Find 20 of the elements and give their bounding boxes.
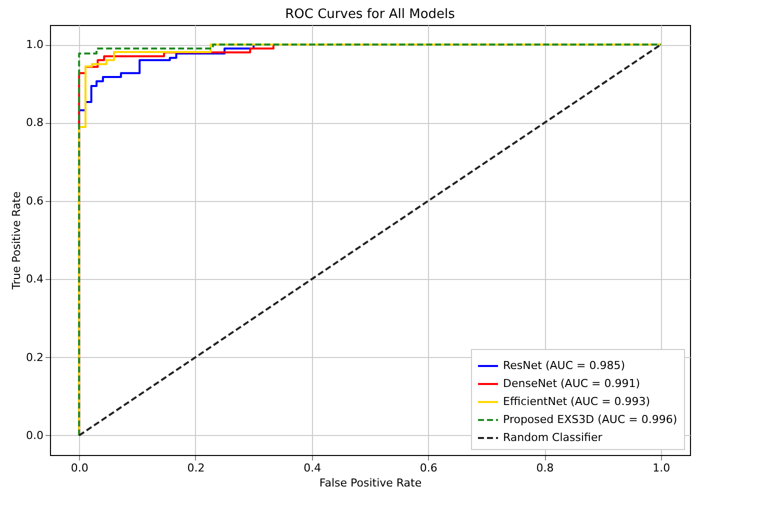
y-tick-label: 0.6 (26, 194, 44, 208)
legend-label: EfficientNet (AUC = 0.993) (503, 395, 650, 408)
x-tick-label: 0.0 (70, 462, 88, 474)
x-tick-label: 0.2 (187, 462, 205, 474)
y-axis-title: True Positive Rate (10, 191, 24, 290)
x-tick-label: 0.4 (304, 462, 322, 474)
legend-label: DenseNet (AUC = 0.991) (503, 377, 640, 390)
x-tick-label: 1.0 (652, 462, 670, 474)
legend-label: Random Classifier (503, 431, 603, 444)
y-tick-label: 0.0 (26, 428, 44, 442)
legend-label: ResNet (AUC = 0.985) (503, 359, 625, 372)
y-tick-label: 0.2 (26, 350, 44, 364)
y-tick-label: 0.4 (26, 272, 44, 286)
y-tick-label: 0.8 (26, 116, 44, 130)
y-tick-label: 1.0 (26, 38, 44, 52)
chart-title: ROC Curves for All Models (285, 7, 456, 22)
legend-label: Proposed EXS3D (AUC = 0.996) (503, 413, 678, 426)
x-tick-label: 0.6 (420, 462, 438, 474)
x-axis-title: False Positive Rate (319, 476, 422, 490)
x-tick-label: 0.8 (536, 462, 554, 474)
